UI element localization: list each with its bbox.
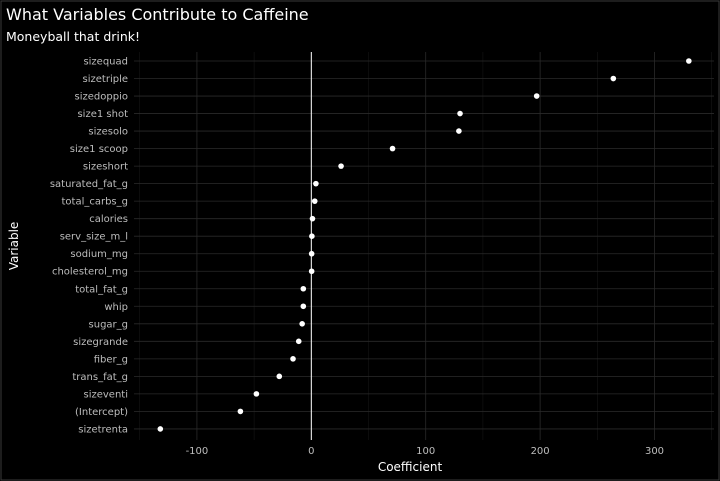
y-tick-label: fiber_g xyxy=(94,354,128,365)
data-point xyxy=(300,285,307,292)
x-tick-label: 0 xyxy=(308,446,314,457)
x-tick-labels: -100 0 100 200 300 xyxy=(186,446,664,457)
data-point xyxy=(290,356,296,362)
data-point xyxy=(533,93,540,99)
data-point xyxy=(456,128,462,134)
x-tick-label: -100 xyxy=(186,446,209,457)
y-axis-title: Variable xyxy=(7,222,21,271)
data-point xyxy=(276,373,283,380)
data-points xyxy=(157,58,692,432)
y-tick-label: cholesterol_mg xyxy=(52,267,128,278)
y-tick-label: sizetrenta xyxy=(78,424,128,435)
gridlines xyxy=(134,52,714,440)
data-point xyxy=(457,110,463,117)
y-tick-label: size1 shot xyxy=(77,109,128,120)
data-point xyxy=(300,303,307,310)
y-tick-label: sizetriple xyxy=(83,74,128,85)
y-tick-label: total_fat_g xyxy=(75,284,128,295)
x-axis-title: Coefficient xyxy=(378,460,443,474)
data-point xyxy=(686,58,692,64)
data-point xyxy=(299,321,305,327)
y-tick-labels: sizequad sizetriple sizedoppio size1 shot si… xyxy=(50,57,128,436)
data-point xyxy=(309,233,315,239)
data-point xyxy=(253,391,260,397)
data-point xyxy=(311,198,318,204)
data-point xyxy=(389,145,396,152)
y-tick-label: whip xyxy=(104,302,128,313)
y-tick-label: (Intercept) xyxy=(75,407,128,418)
data-point xyxy=(308,268,315,275)
data-point xyxy=(295,338,302,345)
x-tick-label: 300 xyxy=(645,446,664,457)
y-tick-label: calories xyxy=(89,214,128,225)
x-tick-label: 200 xyxy=(531,446,550,457)
y-tick-label: sizesolo xyxy=(88,127,128,138)
data-point xyxy=(237,408,244,415)
data-point xyxy=(309,215,316,222)
data-point xyxy=(338,163,344,169)
y-tick-label: sizedoppio xyxy=(75,92,128,103)
x-tick-label: 100 xyxy=(416,446,435,457)
data-point xyxy=(157,426,164,432)
chart-subtitle: Moneyball that drink! xyxy=(6,29,140,44)
y-tick-label: size1 scoop xyxy=(70,144,128,155)
y-tick-label: trans_fat_g xyxy=(72,372,128,383)
y-tick-label: sizegrande xyxy=(73,337,128,348)
y-tick-label: serv_size_m_l xyxy=(60,232,128,243)
y-tick-label: total_carbs_g xyxy=(61,197,128,208)
y-tick-label: saturated_fat_g xyxy=(50,179,128,190)
y-tick-label: sodium_mg xyxy=(70,249,128,260)
y-tick-label: sizequad xyxy=(83,57,128,68)
y-tick-label: sizeshort xyxy=(83,162,128,173)
chart-title: What Variables Contribute to Caffeine xyxy=(6,5,309,24)
y-tick-label: sizeventi xyxy=(84,389,129,400)
data-point xyxy=(313,180,319,187)
data-point xyxy=(308,250,315,257)
y-tick-label: sugar_g xyxy=(89,319,128,330)
data-point xyxy=(610,75,617,82)
